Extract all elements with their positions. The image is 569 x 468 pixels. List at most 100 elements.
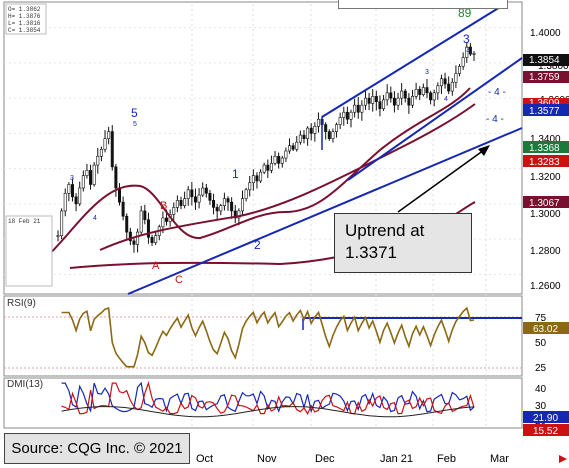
dmi-title: DMI(13) — [7, 379, 43, 390]
candle-body — [385, 92, 389, 101]
ohlc-row: H= 1.3876 — [8, 13, 41, 20]
info-box-date: 18 Feb 21 — [8, 218, 41, 225]
candle-body — [277, 155, 281, 164]
x-tick-label: Mar — [490, 453, 509, 465]
price-tag-bg — [523, 98, 569, 108]
candle-body — [230, 201, 234, 212]
candle-body — [175, 200, 179, 208]
candle-body — [335, 124, 339, 132]
candle-body — [273, 155, 277, 164]
rsi-y-tick: 50 — [535, 338, 547, 349]
abc-label-c: C — [175, 274, 183, 286]
candle-body — [67, 184, 71, 194]
top-tab — [338, 0, 508, 9]
candle-body — [382, 99, 386, 109]
candle-body — [107, 131, 111, 139]
wave-label: 5 — [131, 106, 138, 120]
y-tick-label: 1.3200 — [530, 172, 561, 183]
y-tick-label: 1.2600 — [530, 281, 561, 292]
channel-label: - 4 - — [486, 114, 504, 125]
candle-body — [269, 163, 273, 171]
candle-body — [418, 89, 422, 95]
candle-body — [472, 53, 476, 55]
candle-body — [266, 164, 270, 171]
candle-body — [92, 164, 96, 185]
candle-body — [240, 198, 244, 212]
candle-body — [411, 96, 415, 106]
wave-label: 4 — [93, 215, 97, 222]
x-tick-label: Feb — [437, 453, 456, 465]
rsi-y-tick: 75 — [535, 313, 547, 324]
candle-body — [313, 126, 317, 134]
candle-body — [248, 182, 252, 191]
rsi-title: RSI(9) — [7, 298, 36, 309]
candle-body — [70, 184, 74, 198]
candle-body — [295, 141, 299, 150]
candle-body — [443, 78, 447, 85]
candle-body — [215, 207, 219, 212]
wave-label: 5 — [133, 121, 137, 128]
price-tag: 1.3759 — [529, 72, 560, 83]
candle-body — [143, 210, 147, 221]
candle-body — [298, 134, 302, 143]
x-tick-label: Oct — [196, 453, 213, 465]
rsi-line — [61, 306, 475, 368]
wave-label: 4 — [444, 96, 448, 103]
candle-body — [237, 210, 241, 219]
candle-body — [212, 200, 216, 208]
x-axis: Oct Nov Dec Jan 21 Feb Mar — [196, 453, 567, 465]
candle-body — [136, 231, 140, 245]
price-tag: 1.3368 — [529, 143, 560, 154]
ohlc-info-box-bg — [5, 3, 47, 35]
ohlc-info-box: O= 1.3862 H= 1.3876 L= 1.3816 C= 1.3854 … — [5, 3, 53, 287]
candle-body — [331, 131, 335, 139]
rsi-y-tick: 25 — [535, 363, 547, 374]
price-tag: 1.3283 — [529, 157, 560, 168]
x-tick-label: Nov — [257, 453, 277, 465]
candle-body — [233, 210, 237, 219]
candle-body — [139, 210, 143, 233]
candle-body — [403, 90, 407, 99]
dmi-y-tick: 30 — [535, 401, 547, 412]
candle-body — [288, 145, 292, 152]
uptrend-arrowhead — [478, 145, 490, 156]
candle-body — [367, 97, 371, 104]
source-credit: Source: CQG Inc. © 2021 — [4, 433, 190, 464]
candle-body — [378, 101, 382, 110]
candle-body — [81, 175, 85, 189]
scroll-right-arrow-icon[interactable] — [559, 455, 567, 463]
candle-body — [465, 46, 469, 58]
candle-body — [316, 118, 320, 127]
candle-body — [262, 164, 266, 173]
y-tick-label: 1.3400 — [530, 134, 561, 145]
candle-body — [183, 198, 187, 206]
ohlc-row: O= 1.3862 — [8, 6, 41, 13]
moving-average-fast — [39, 87, 471, 263]
candle-body — [338, 117, 342, 125]
x-tick-label: Jan 21 — [380, 453, 413, 465]
candle-body — [302, 134, 306, 139]
ohlc-row: L= 1.3816 — [8, 20, 41, 27]
dmi-value-tag: 21.90 — [533, 413, 558, 424]
y-tick-label: 1.3000 — [530, 209, 561, 220]
candle-body — [425, 87, 429, 94]
study-info-box-bg — [5, 215, 53, 287]
candle-body — [146, 219, 150, 238]
wave-labels: 5 5 3 4 1 2 3 3 3 4 A B C 89 - 4 - - 4 - — [70, 6, 506, 286]
price-tag: 1.3067 — [529, 198, 560, 209]
candle-body — [204, 187, 208, 194]
candle-body — [63, 193, 67, 212]
dmi-value-tag-bg — [523, 424, 569, 436]
candle-body — [327, 131, 331, 139]
candle-body — [447, 83, 451, 92]
moving-average-mid — [99, 103, 476, 251]
wave-label: 3 — [425, 69, 429, 76]
candle-body — [392, 97, 396, 106]
candle-body — [468, 46, 472, 55]
candle-body — [89, 170, 93, 185]
candle-body — [201, 187, 205, 196]
candle-body — [389, 92, 393, 99]
price-tag-bg — [523, 104, 569, 116]
candle-body — [324, 124, 328, 132]
